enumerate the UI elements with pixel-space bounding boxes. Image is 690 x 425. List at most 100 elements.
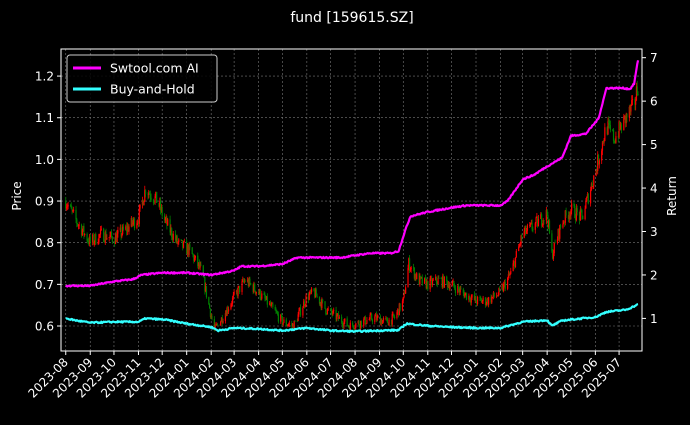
candle-body (390, 319, 393, 325)
candle-body (597, 154, 599, 171)
candle-body (586, 194, 589, 198)
candle-body (386, 317, 388, 319)
candle-body (446, 281, 449, 288)
candle-body (224, 313, 227, 322)
candle-body (437, 278, 439, 285)
candle-body (567, 215, 570, 219)
candle-body (288, 324, 290, 326)
candle-body (376, 316, 378, 321)
candle-body (405, 287, 407, 294)
candle-body (166, 217, 168, 226)
candle-body (401, 300, 404, 311)
candle-body (525, 226, 527, 234)
candle-body (530, 222, 532, 224)
candle-body (552, 253, 555, 259)
candle-body (326, 313, 328, 315)
candle-body (319, 302, 321, 304)
candle-body (385, 317, 387, 319)
candle-body (629, 106, 631, 112)
candle-body (265, 298, 267, 300)
candle-body (612, 129, 615, 141)
candle-body (570, 210, 572, 217)
candle-body (637, 94, 639, 95)
candle-body (557, 229, 559, 240)
candle-body (199, 264, 201, 268)
candle-body (426, 281, 428, 289)
candle-body (349, 322, 351, 331)
candle-body (471, 294, 473, 298)
candle-body (504, 281, 506, 289)
candle-body (156, 191, 158, 203)
candle-body (452, 281, 454, 283)
candle-body (435, 276, 437, 280)
candle-body (297, 314, 299, 322)
candle-body (149, 194, 151, 198)
candle-body (160, 207, 162, 211)
candle-body (515, 251, 517, 258)
candle-body (564, 210, 566, 223)
chart-title: fund [159615.SZ] (290, 10, 413, 26)
candle-body (214, 324, 216, 330)
candle-body (310, 290, 312, 293)
candle-body (286, 325, 288, 327)
candle-body (543, 220, 545, 221)
candle-body (111, 236, 113, 242)
candle-body (364, 316, 366, 325)
candle-body (379, 316, 381, 325)
candle-body (535, 217, 537, 224)
candle-body (480, 299, 483, 303)
candle-body (148, 193, 150, 195)
candle-body (473, 294, 476, 300)
candle-body (330, 308, 332, 313)
candle-body (531, 222, 533, 230)
candle-body (200, 264, 202, 266)
candle-body (222, 321, 224, 323)
candle-body (491, 297, 493, 303)
candle-body (540, 214, 542, 219)
candle-body (164, 219, 166, 221)
candle-body (393, 313, 395, 317)
candle-body (484, 297, 487, 306)
candle-body (336, 314, 338, 320)
candle-body (537, 216, 539, 227)
candle-body (430, 278, 432, 280)
candle-body (299, 307, 301, 311)
candle-body (409, 258, 411, 271)
candle-body (620, 124, 623, 131)
candle-body (310, 288, 313, 293)
candle-body (305, 295, 307, 305)
candlesticks (65, 80, 639, 333)
candle-body (65, 201, 67, 209)
candle-body (299, 307, 302, 316)
candle-body (220, 321, 222, 326)
candle-body (402, 297, 404, 301)
candle-body (122, 226, 124, 234)
y-tick-label: 0.9 (35, 195, 54, 209)
candle-body (205, 285, 207, 292)
candle-body (231, 303, 233, 305)
candle-body (565, 210, 567, 216)
candle-body (281, 316, 283, 325)
candle-body (249, 278, 251, 284)
candle-body (457, 285, 459, 293)
candle-body (429, 278, 431, 290)
candle-body (238, 285, 240, 288)
candle-body (88, 241, 90, 244)
candle-body (84, 233, 86, 236)
candle-body (425, 279, 427, 289)
candle-body (338, 316, 340, 319)
candle-body (171, 236, 174, 240)
candle-body (232, 294, 234, 298)
candle-body (485, 303, 487, 306)
candle-body (613, 140, 615, 143)
candle-body (106, 237, 108, 240)
candle-body (403, 291, 405, 298)
candle-body (421, 277, 423, 284)
candle-body (553, 242, 555, 254)
candle-body (596, 169, 598, 171)
candle-body (399, 303, 401, 311)
candle-body (608, 123, 611, 125)
candle-body (551, 233, 553, 252)
candle-body (282, 322, 284, 325)
